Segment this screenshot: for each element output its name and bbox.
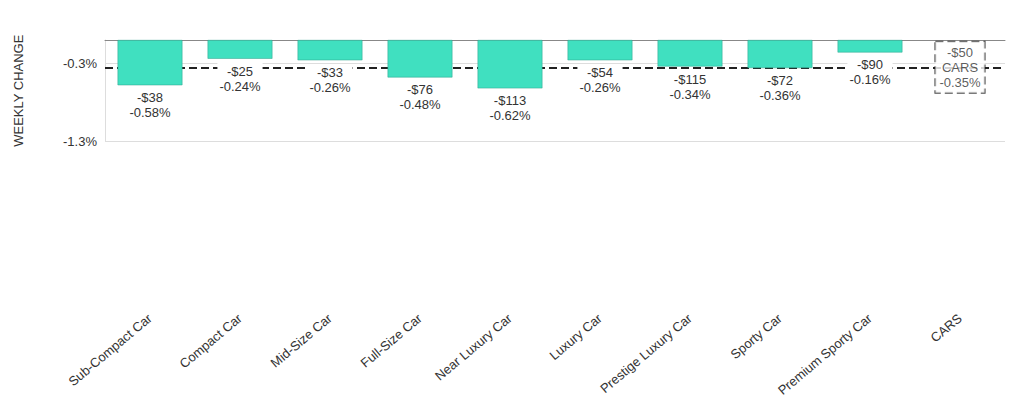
svg-text:-$115: -$115 [674, 72, 706, 87]
svg-text:-$25: -$25 [227, 64, 253, 79]
svg-text:Near Luxury Car: Near Luxury Car [432, 310, 515, 383]
svg-text:-0.26%: -0.26% [579, 80, 621, 95]
svg-text:-0.26%: -0.26% [309, 80, 351, 95]
svg-text:CARS: CARS [928, 310, 966, 345]
svg-text:Premium Sporty Car: Premium Sporty Car [775, 310, 875, 398]
svg-text:-0.34%: -0.34% [669, 87, 711, 102]
svg-text:-$54: -$54 [587, 65, 613, 80]
svg-text:-0.16%: -0.16% [849, 72, 891, 87]
svg-text:-$33: -$33 [317, 65, 343, 80]
svg-text:-$113: -$113 [494, 93, 526, 108]
svg-text:-0.62%: -0.62% [489, 108, 531, 123]
svg-text:Sub-Compact Car: Sub-Compact Car [65, 310, 155, 389]
svg-text:-0.36%: -0.36% [759, 88, 801, 103]
svg-text:-$90: -$90 [857, 57, 883, 72]
svg-text:Prestige Luxury Car: Prestige Luxury Car [597, 310, 695, 396]
svg-text:Sporty Car: Sporty Car [728, 310, 786, 362]
svg-text:-$38: -$38 [137, 90, 163, 105]
svg-text:-0.48%: -0.48% [399, 97, 441, 112]
svg-text:Mid-Size Car: Mid-Size Car [268, 310, 336, 370]
svg-text:-0.35%: -0.35% [939, 75, 981, 90]
svg-text:WEEKLY CHANGE: WEEKLY CHANGE [11, 34, 26, 147]
svg-text:Compact Car: Compact Car [177, 310, 246, 371]
svg-text:-0.58%: -0.58% [129, 105, 171, 120]
svg-text:-1.3%: -1.3% [63, 134, 97, 149]
svg-text:-0.3%: -0.3% [63, 56, 97, 71]
svg-text:Full-Size Car: Full-Size Car [358, 310, 426, 370]
svg-text:Luxury Car: Luxury Car [546, 310, 605, 363]
svg-text:-0.24%: -0.24% [219, 79, 261, 94]
svg-text:CARS: CARS [942, 60, 978, 75]
svg-text:-$76: -$76 [407, 82, 433, 97]
svg-text:-$72: -$72 [767, 73, 793, 88]
svg-text:-$50: -$50 [947, 45, 973, 60]
